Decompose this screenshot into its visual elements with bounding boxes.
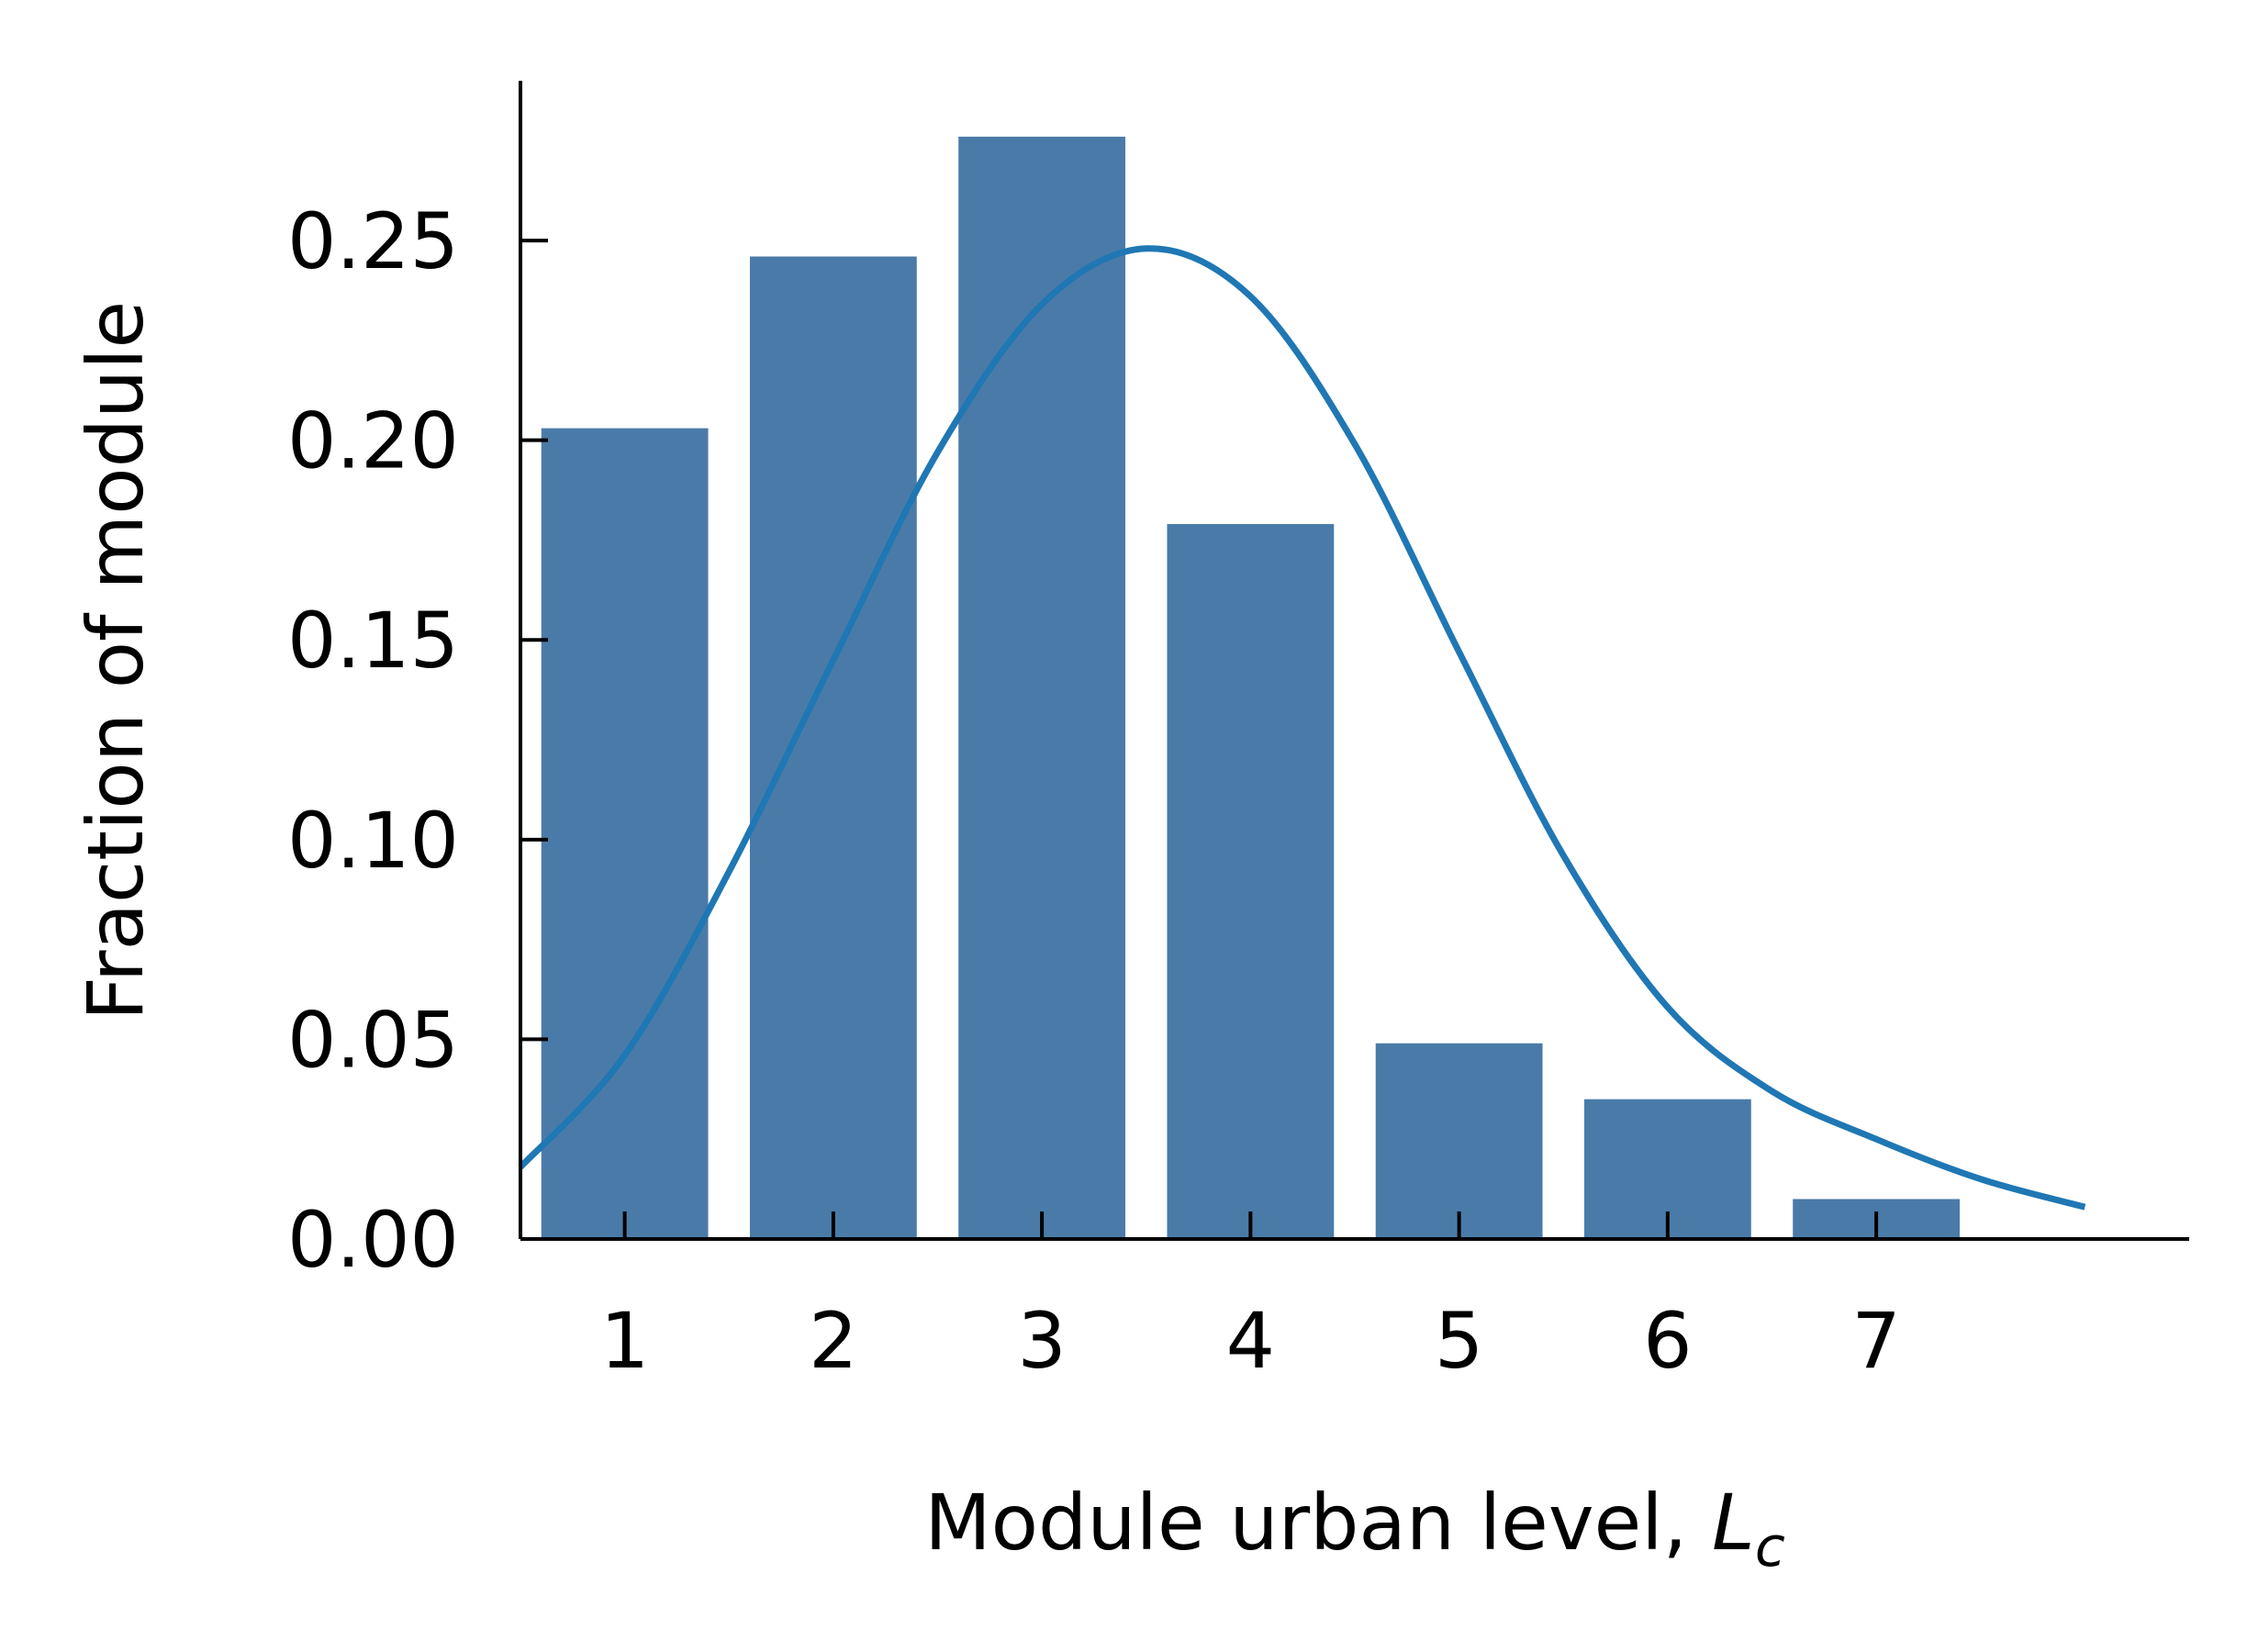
y-tick-group: 0.00 0.05 0.10 0.15 0.20 0.25 [287,196,548,1285]
x-tick-label: 5 [1435,1296,1483,1386]
fit-curve [518,245,2086,1211]
x-tick-label: 1 [600,1296,649,1386]
x-tick-label: 2 [809,1296,857,1386]
x-axis-label-text: Module urban level, [924,1478,1712,1568]
x-tick-label: 3 [1017,1296,1066,1386]
bar-2 [749,256,917,1240]
x-tick-label: 6 [1643,1296,1692,1386]
x-axis-label-symbol: L [1712,1478,1755,1568]
y-tick-label: 0.10 [287,796,459,886]
bar-3 [958,136,1126,1240]
x-axis-label-subscript: c [1755,1515,1785,1579]
x-axis-label: Module urban level, Lc [924,1478,1785,1579]
bar-5 [1375,1043,1543,1239]
x-tick-group: 1 2 3 4 5 6 7 [600,1211,1901,1386]
axes [519,81,2189,1241]
bar-1 [541,428,709,1240]
x-tick-label: 4 [1226,1296,1275,1386]
y-tick-label: 0.05 [287,995,459,1085]
bar-group [541,136,1961,1240]
y-axis-label: Fraction of module [71,301,161,1021]
y-tick-label: 0.20 [287,396,459,486]
x-tick-label: 7 [1851,1296,1900,1386]
bar-4 [1167,524,1335,1239]
y-tick-label: 0.15 [287,596,459,686]
y-tick-label: 0.25 [287,196,459,286]
y-tick-label: 0.00 [287,1195,459,1285]
